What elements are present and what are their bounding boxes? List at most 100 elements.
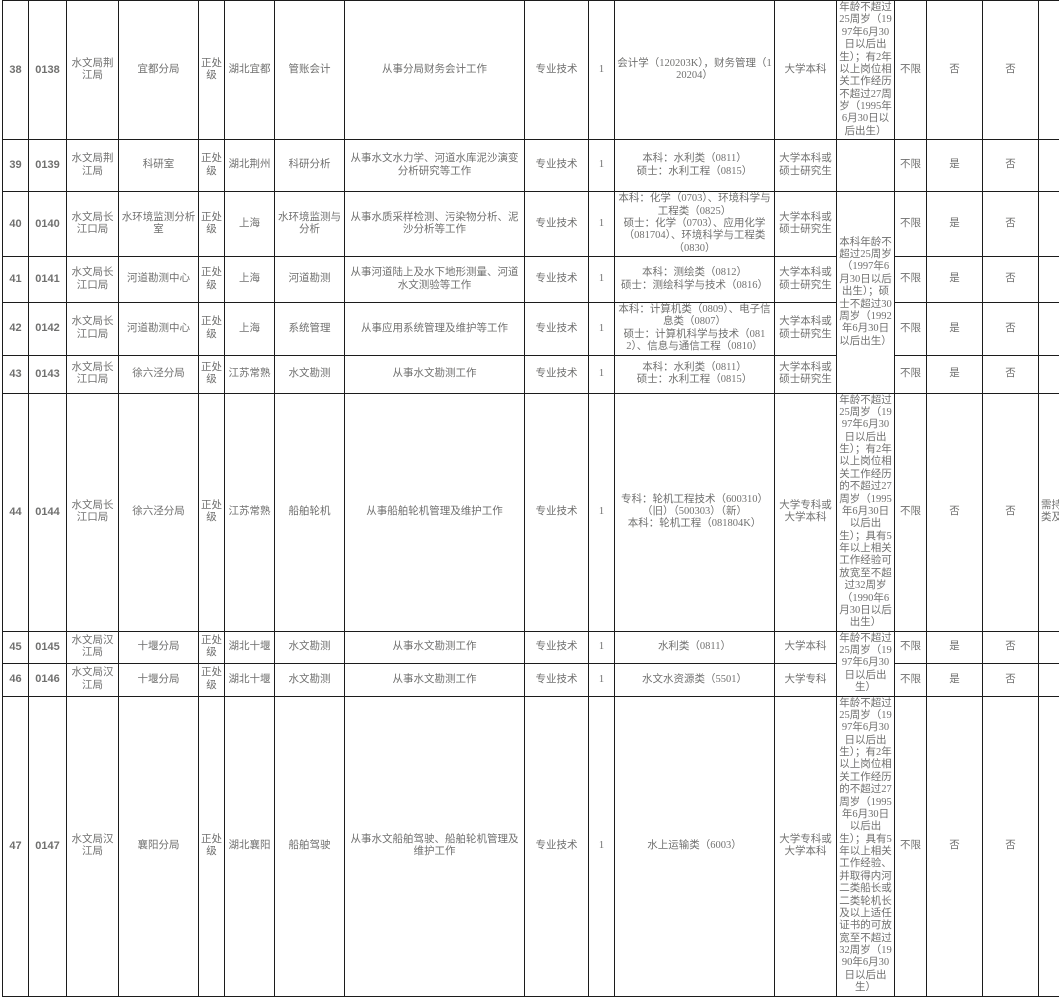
cell-work-location: 湖北十堰: [225, 631, 275, 663]
cell-row-number: 40: [3, 192, 29, 257]
cell-work-experience-required: 是: [927, 303, 983, 356]
cell-political-status: 不限: [895, 393, 927, 631]
cell-row-number: 47: [3, 696, 29, 996]
cell-work-location: 上海: [225, 303, 275, 356]
cell-work-location: 湖北宜都: [225, 1, 275, 140]
cell-position-name: 水文勘测: [275, 355, 345, 393]
cell-headcount: 1: [589, 393, 615, 631]
cell-major-requirement: 本科：水利类（0811）硕士：水利工程（0815）: [615, 355, 775, 393]
cell-position-code: 0146: [29, 664, 67, 696]
cell-political-status: 不限: [895, 664, 927, 696]
cell-education-requirement: 大学本科或硕士研究生: [775, 192, 837, 257]
cell-education-requirement: 大学专科: [775, 664, 837, 696]
cell-position-category: 专业技术: [525, 355, 589, 393]
cell-position-name: 水环境监测与分析: [275, 192, 345, 257]
cell-position-description: 从事水质采样检测、污染物分析、泥沙分析等工作: [345, 192, 525, 257]
cell-employing-department: 襄阳分局: [119, 696, 199, 996]
cell-interview-required: 否: [983, 393, 1039, 631]
cell-interview-required: 否: [983, 257, 1039, 303]
cell-political-status: 不限: [895, 1, 927, 140]
cell-position-name: 管账会计: [275, 1, 345, 140]
cell-row-number: 44: [3, 393, 29, 631]
cell-position-category: 专业技术: [525, 1, 589, 140]
cell-work-experience-required: 否: [927, 696, 983, 996]
cell-position-description: 从事水文勘测工作: [345, 355, 525, 393]
cell-position-category: 专业技术: [525, 140, 589, 192]
cell-position-name: 水文勘测: [275, 664, 345, 696]
cell-age-requirement: 年龄不超过25周岁（1997年6月30日以后出生）；有2年以上岗位相关工作经历不…: [837, 1, 895, 140]
cell-position-category: 专业技术: [525, 393, 589, 631]
cell-interview-required: 否: [983, 140, 1039, 192]
cell-position-code: 0139: [29, 140, 67, 192]
cell-work-experience-required: 是: [927, 192, 983, 257]
cell-education-requirement: 大学本科或硕士研究生: [775, 140, 837, 192]
cell-position-code: 0145: [29, 631, 67, 663]
cell-political-status: 不限: [895, 140, 927, 192]
cell-age-requirement: 年龄不超过25周岁（1997年6月30日以后出生）；有2年以上岗位相关工作经历的…: [837, 696, 895, 996]
cell-political-status: 不限: [895, 696, 927, 996]
cell-education-requirement: 大学本科或硕士研究生: [775, 303, 837, 356]
cell-recruiting-unit: 水文局长江口局: [67, 257, 119, 303]
cell-work-experience-required: 是: [927, 355, 983, 393]
cell-age-requirement: 本科年龄不超过25周岁（1997年6月30日以后出生）；硕士不超过30周岁（19…: [837, 192, 895, 393]
cell-employing-department: 河道勘测中心: [119, 303, 199, 356]
cell-interview-required: 否: [983, 303, 1039, 356]
cell-position-name: 河道勘测: [275, 257, 345, 303]
cell-major-requirement: 水文水资源类（5501）: [615, 664, 775, 696]
cell-org-level: 正处级: [199, 192, 225, 257]
cell-position-description: 从事水文水力学、河道水库泥沙演变分析研究等工作: [345, 140, 525, 192]
cell-recruiting-unit: 水文局长江口局: [67, 303, 119, 356]
cell-position-category: 专业技术: [525, 303, 589, 356]
cell-education-requirement: 大学本科: [775, 1, 837, 140]
cell-position-description: 从事水文勘测工作: [345, 664, 525, 696]
cell-headcount: 1: [589, 140, 615, 192]
cell-position-code: 0144: [29, 393, 67, 631]
cell-recruiting-unit: 水文局汉江局: [67, 631, 119, 663]
cell-position-code: 0142: [29, 303, 67, 356]
cell-interview-required: 否: [983, 192, 1039, 257]
cell-recruiting-unit: 水文局荆江局: [67, 140, 119, 192]
cell-other-conditions: [1039, 1, 1059, 140]
cell-education-requirement: 大学本科: [775, 631, 837, 663]
cell-other-conditions: [1039, 696, 1059, 996]
cell-major-requirement: 本科：测绘类（0812）硕士：测绘科学与技术（0816）: [615, 257, 775, 303]
cell-org-level: 正处级: [199, 393, 225, 631]
cell-employing-department: 科研室: [119, 140, 199, 192]
cell-interview-required: 否: [983, 355, 1039, 393]
cell-position-code: 0140: [29, 192, 67, 257]
cell-employing-department: 十堰分局: [119, 664, 199, 696]
cell-headcount: 1: [589, 257, 615, 303]
cell-position-category: 专业技术: [525, 664, 589, 696]
cell-interview-required: 否: [983, 1, 1039, 140]
cell-education-requirement: 大学本科或硕士研究生: [775, 257, 837, 303]
cell-major-requirement: 本科：化学（0703）、环境科学与工程类（0825）硕士：化学（0703）、应用…: [615, 192, 775, 257]
cell-major-requirement: 水利类（0811）: [615, 631, 775, 663]
cell-work-location: 湖北襄阳: [225, 696, 275, 996]
cell-position-description: 从事水文勘测工作: [345, 631, 525, 663]
cell-work-location: 上海: [225, 257, 275, 303]
cell-org-level: 正处级: [199, 1, 225, 140]
cell-education-requirement: 大学专科或大学本科: [775, 696, 837, 996]
cell-interview-required: 否: [983, 631, 1039, 663]
cell-headcount: 1: [589, 192, 615, 257]
cell-headcount: 1: [589, 355, 615, 393]
cell-position-name: 船舶驾驶: [275, 696, 345, 996]
cell-position-code: 0141: [29, 257, 67, 303]
cell-recruiting-unit: 水文局汉江局: [67, 696, 119, 996]
cell-work-location: 上海: [225, 192, 275, 257]
cell-position-name: 科研分析: [275, 140, 345, 192]
cell-org-level: 正处级: [199, 355, 225, 393]
cell-major-requirement: 会计学（120203K），财务管理（120204）: [615, 1, 775, 140]
cell-employing-department: 水环境监测分析室: [119, 192, 199, 257]
cell-headcount: 1: [589, 664, 615, 696]
cell-recruiting-unit: 水文局汉江局: [67, 664, 119, 696]
cell-employing-department: 徐六泾分局: [119, 355, 199, 393]
